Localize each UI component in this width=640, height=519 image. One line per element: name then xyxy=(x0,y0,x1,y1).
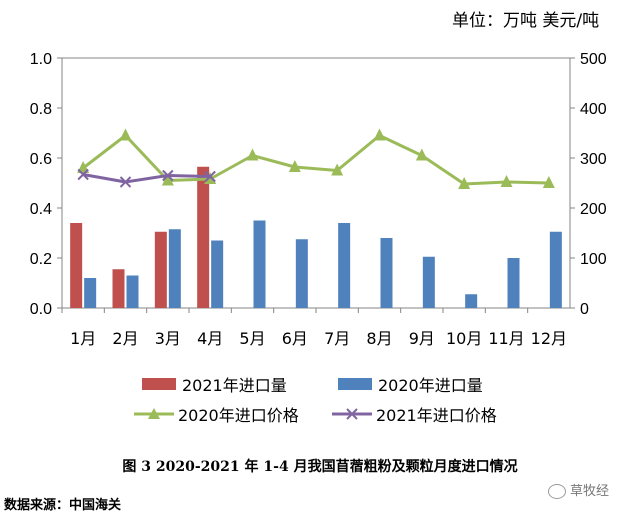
right-axis-tick-label: 500 xyxy=(580,51,607,68)
left-axis-tick-label: 0.6 xyxy=(30,151,52,168)
right-axis-tick-label: 400 xyxy=(580,101,607,118)
x-axis-tick-label: 12月 xyxy=(531,329,567,348)
line-2021 xyxy=(82,173,211,184)
data-source: 数据来源：中国海关 xyxy=(4,498,122,513)
bar-2020 xyxy=(168,229,181,308)
bar-2020 xyxy=(253,220,266,308)
left-axis-tick-label: 0.4 xyxy=(30,201,52,218)
bar-2021 xyxy=(70,223,83,308)
point-2020 xyxy=(77,161,90,173)
legend-swatch-line-2020 xyxy=(134,408,174,419)
watermark-text: 草牧经 xyxy=(570,484,610,499)
left-axis-tick-label: 0.2 xyxy=(30,251,52,268)
bar-2021 xyxy=(112,269,125,308)
line-2020 xyxy=(82,134,549,186)
x-axis-tick-label: 5月 xyxy=(239,329,265,348)
point-2020 xyxy=(331,163,344,176)
point-2020 xyxy=(458,177,471,189)
x-axis-tick-label: 11月 xyxy=(488,329,524,348)
point-2021 xyxy=(162,169,174,182)
right-axis-tick-label: 300 xyxy=(580,151,607,168)
legend-item-bar-2021: 2021年进口量 xyxy=(142,372,287,396)
bar-2020 xyxy=(295,239,308,308)
x-axis-tick-label: 4月 xyxy=(197,329,223,348)
legend-swatch-bar-2020 xyxy=(338,378,372,390)
bar-2020 xyxy=(465,294,478,308)
point-2020 xyxy=(246,148,259,161)
right-axis-tick-label: 100 xyxy=(580,251,607,268)
bar-2021 xyxy=(197,166,210,308)
point-2020 xyxy=(288,160,301,172)
bar-2020 xyxy=(422,256,435,308)
left-axis-tick-label: 0.8 xyxy=(30,101,52,118)
point-2021 xyxy=(119,176,132,188)
left-axis-tick-label: 0.0 xyxy=(30,301,52,318)
legend-label-line-2021: 2021年进口价格 xyxy=(376,406,497,425)
bar-2020 xyxy=(338,223,351,308)
bar-2020 xyxy=(380,238,393,308)
bar-2020 xyxy=(126,275,139,308)
x-axis-tick-label: 2月 xyxy=(112,329,138,348)
point-2020 xyxy=(500,175,513,187)
wechat-icon xyxy=(548,484,566,499)
x-axis-tick-label: 10月 xyxy=(446,329,482,348)
legend-item-line-2021: 2021年进口价格 xyxy=(332,402,497,426)
right-axis-tick-label: 0 xyxy=(580,301,589,318)
bar-2021 xyxy=(154,231,167,308)
bar-2020 xyxy=(84,278,97,308)
point-2020 xyxy=(415,148,428,161)
legend-item-bar-2020: 2020年进口量 xyxy=(338,372,483,396)
figure-caption: 图 3 2020-2021 年 1-4 月我国苜蓿粗粉及颗粒月度进口情况 xyxy=(122,459,518,475)
bar-2020 xyxy=(549,231,562,308)
left-axis-tick-label: 1.0 xyxy=(30,51,52,68)
point-2020 xyxy=(119,128,132,141)
point-2020 xyxy=(542,176,555,188)
unit-label: 单位：万吨 美元/吨 xyxy=(452,11,600,31)
point-2021 xyxy=(204,170,216,183)
legend-swatch-bar-2021 xyxy=(142,378,176,390)
legend-label-bar-2021: 2021年进口量 xyxy=(182,376,287,395)
point-2020 xyxy=(161,173,174,186)
x-axis-tick-label: 7月 xyxy=(324,329,350,348)
x-axis-tick-label: 1月 xyxy=(70,329,96,348)
x-axis-tick-label: 9月 xyxy=(409,329,435,348)
bar-2020 xyxy=(507,258,520,308)
legend: 2021年进口量 2020年进口量 2020年进口价格 2021年进口价格 xyxy=(0,372,640,432)
point-2020 xyxy=(204,172,217,184)
right-axis-tick-label: 200 xyxy=(580,201,607,218)
x-axis-tick-label: 3月 xyxy=(155,329,181,348)
legend-label-bar-2020: 2020年进口量 xyxy=(378,376,483,395)
bar-2020 xyxy=(211,240,224,308)
point-2021 xyxy=(77,168,89,181)
x-axis-tick-label: 6月 xyxy=(282,329,308,348)
legend-item-line-2020: 2020年进口价格 xyxy=(134,402,299,426)
watermark: 草牧经 xyxy=(548,480,609,499)
x-axis-tick-label: 8月 xyxy=(366,329,392,348)
legend-swatch-line-2021 xyxy=(332,408,372,420)
legend-label-line-2020: 2020年进口价格 xyxy=(178,406,299,425)
point-2020 xyxy=(373,128,386,141)
